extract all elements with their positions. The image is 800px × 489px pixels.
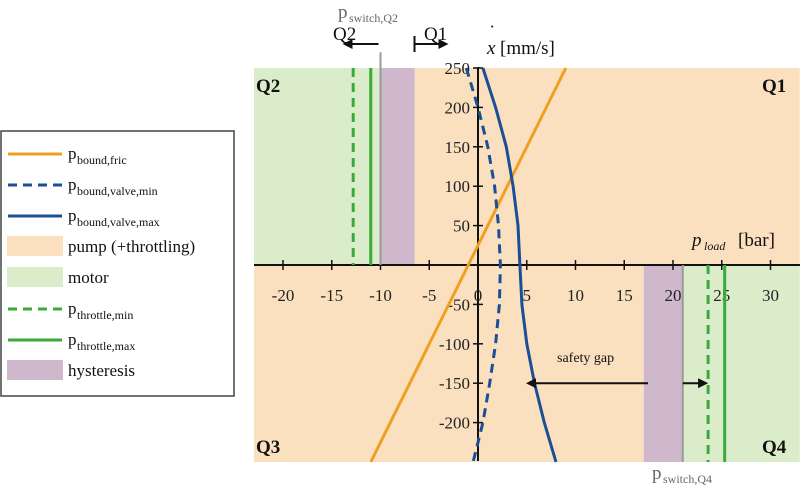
series-p-bound-valve-max (481, 67, 558, 463)
legend-label-sub-1: bound,valve,min (77, 184, 158, 198)
quadrant-label-q3: Q3 (256, 437, 280, 458)
quadrant-label-q4: Q4 (762, 437, 787, 458)
y-tick-label-8: 200 (445, 98, 471, 117)
y-axis-label-main: x (486, 38, 496, 59)
y-tick-label-3: -50 (447, 295, 470, 314)
axes: -20 -15 -10 -5 0 5 10 15 20 25 30-200-150-100-5050… (254, 59, 800, 461)
y-tick-label-5: 50 (453, 217, 470, 236)
x-tick-label-5: 5 (523, 286, 532, 305)
legend-label-sub-2: bound,valve,max (77, 215, 160, 229)
x-tick-label-1: -15 (320, 286, 343, 305)
y-tick-label-7: 150 (445, 138, 471, 157)
legend-label-6: p (68, 330, 77, 349)
legend-label-5: p (68, 299, 77, 318)
x-axis-label-main: p (690, 230, 702, 251)
x-tick-label-2: -10 (369, 286, 392, 305)
x-tick-label-4: 0 (474, 286, 483, 305)
x-tick-label-6: 10 (567, 286, 584, 305)
legend-label-1: p (68, 175, 77, 194)
y-axis-label-dot: ˙ (489, 22, 495, 43)
y-tick-label-1: -150 (439, 374, 470, 393)
x-axis-label-sub: load (704, 239, 726, 253)
x-tick-label-3: -5 (422, 286, 436, 305)
q1-direction-label: Q1 (424, 24, 447, 45)
y-tick-label-6: 100 (445, 177, 471, 196)
y-tick-label-0: -200 (439, 414, 470, 433)
legend-label-3: pump (+throttling) (68, 237, 195, 256)
quadrant-label-q2: Q2 (256, 76, 280, 97)
switch-q4-label-main: p (652, 463, 662, 484)
legend-swatch-3 (7, 236, 63, 256)
x-tick-label-9: 25 (713, 286, 730, 305)
x-tick-label-10: 30 (762, 286, 779, 305)
region-hysteresis-5 (643, 265, 683, 462)
series (351, 52, 727, 463)
switch-q2-label-sub: switch,Q2 (349, 11, 398, 25)
x-tick-label-0: -20 (272, 286, 295, 305)
annotations (342, 36, 709, 389)
legend-label-0: p (68, 144, 77, 163)
legend-swatch-7 (7, 360, 63, 380)
series-p-bound-valve-min (464, 67, 502, 463)
y-tick-label-9: 250 (445, 59, 471, 78)
y-tick-label-2: -100 (439, 335, 470, 354)
region-hysteresis-4 (380, 68, 415, 265)
switch-q2-label-main: p (338, 2, 348, 23)
q2-direction-label: Q2 (333, 24, 356, 45)
series-p-bound-fric (369, 67, 568, 463)
region-pump-2 (254, 265, 644, 462)
legend-swatch-4 (7, 267, 63, 287)
legend-label-sub-5: throttle,min (77, 308, 133, 322)
x-axis-label-unit: [bar] (738, 230, 775, 251)
legend-label-2: p (68, 206, 77, 225)
legend-label-sub-0: bound,fric (77, 153, 127, 167)
legend-label-4: motor (68, 268, 109, 287)
y-axis-label-unit: [mm/s] (500, 38, 555, 59)
legend-box (0, 130, 235, 397)
regions (254, 68, 800, 462)
x-tick-label-7: 15 (616, 286, 633, 305)
quadrant-label-q1: Q1 (762, 76, 786, 97)
region-motor-3 (682, 265, 800, 462)
switch-q4-label-sub: switch,Q4 (663, 472, 712, 486)
x-tick-label-8: 20 (665, 286, 682, 305)
legend-label-sub-6: throttle,max (77, 339, 135, 353)
safety-gap-label: safety gap (557, 351, 614, 366)
legend-label-7: hysteresis (68, 361, 135, 380)
